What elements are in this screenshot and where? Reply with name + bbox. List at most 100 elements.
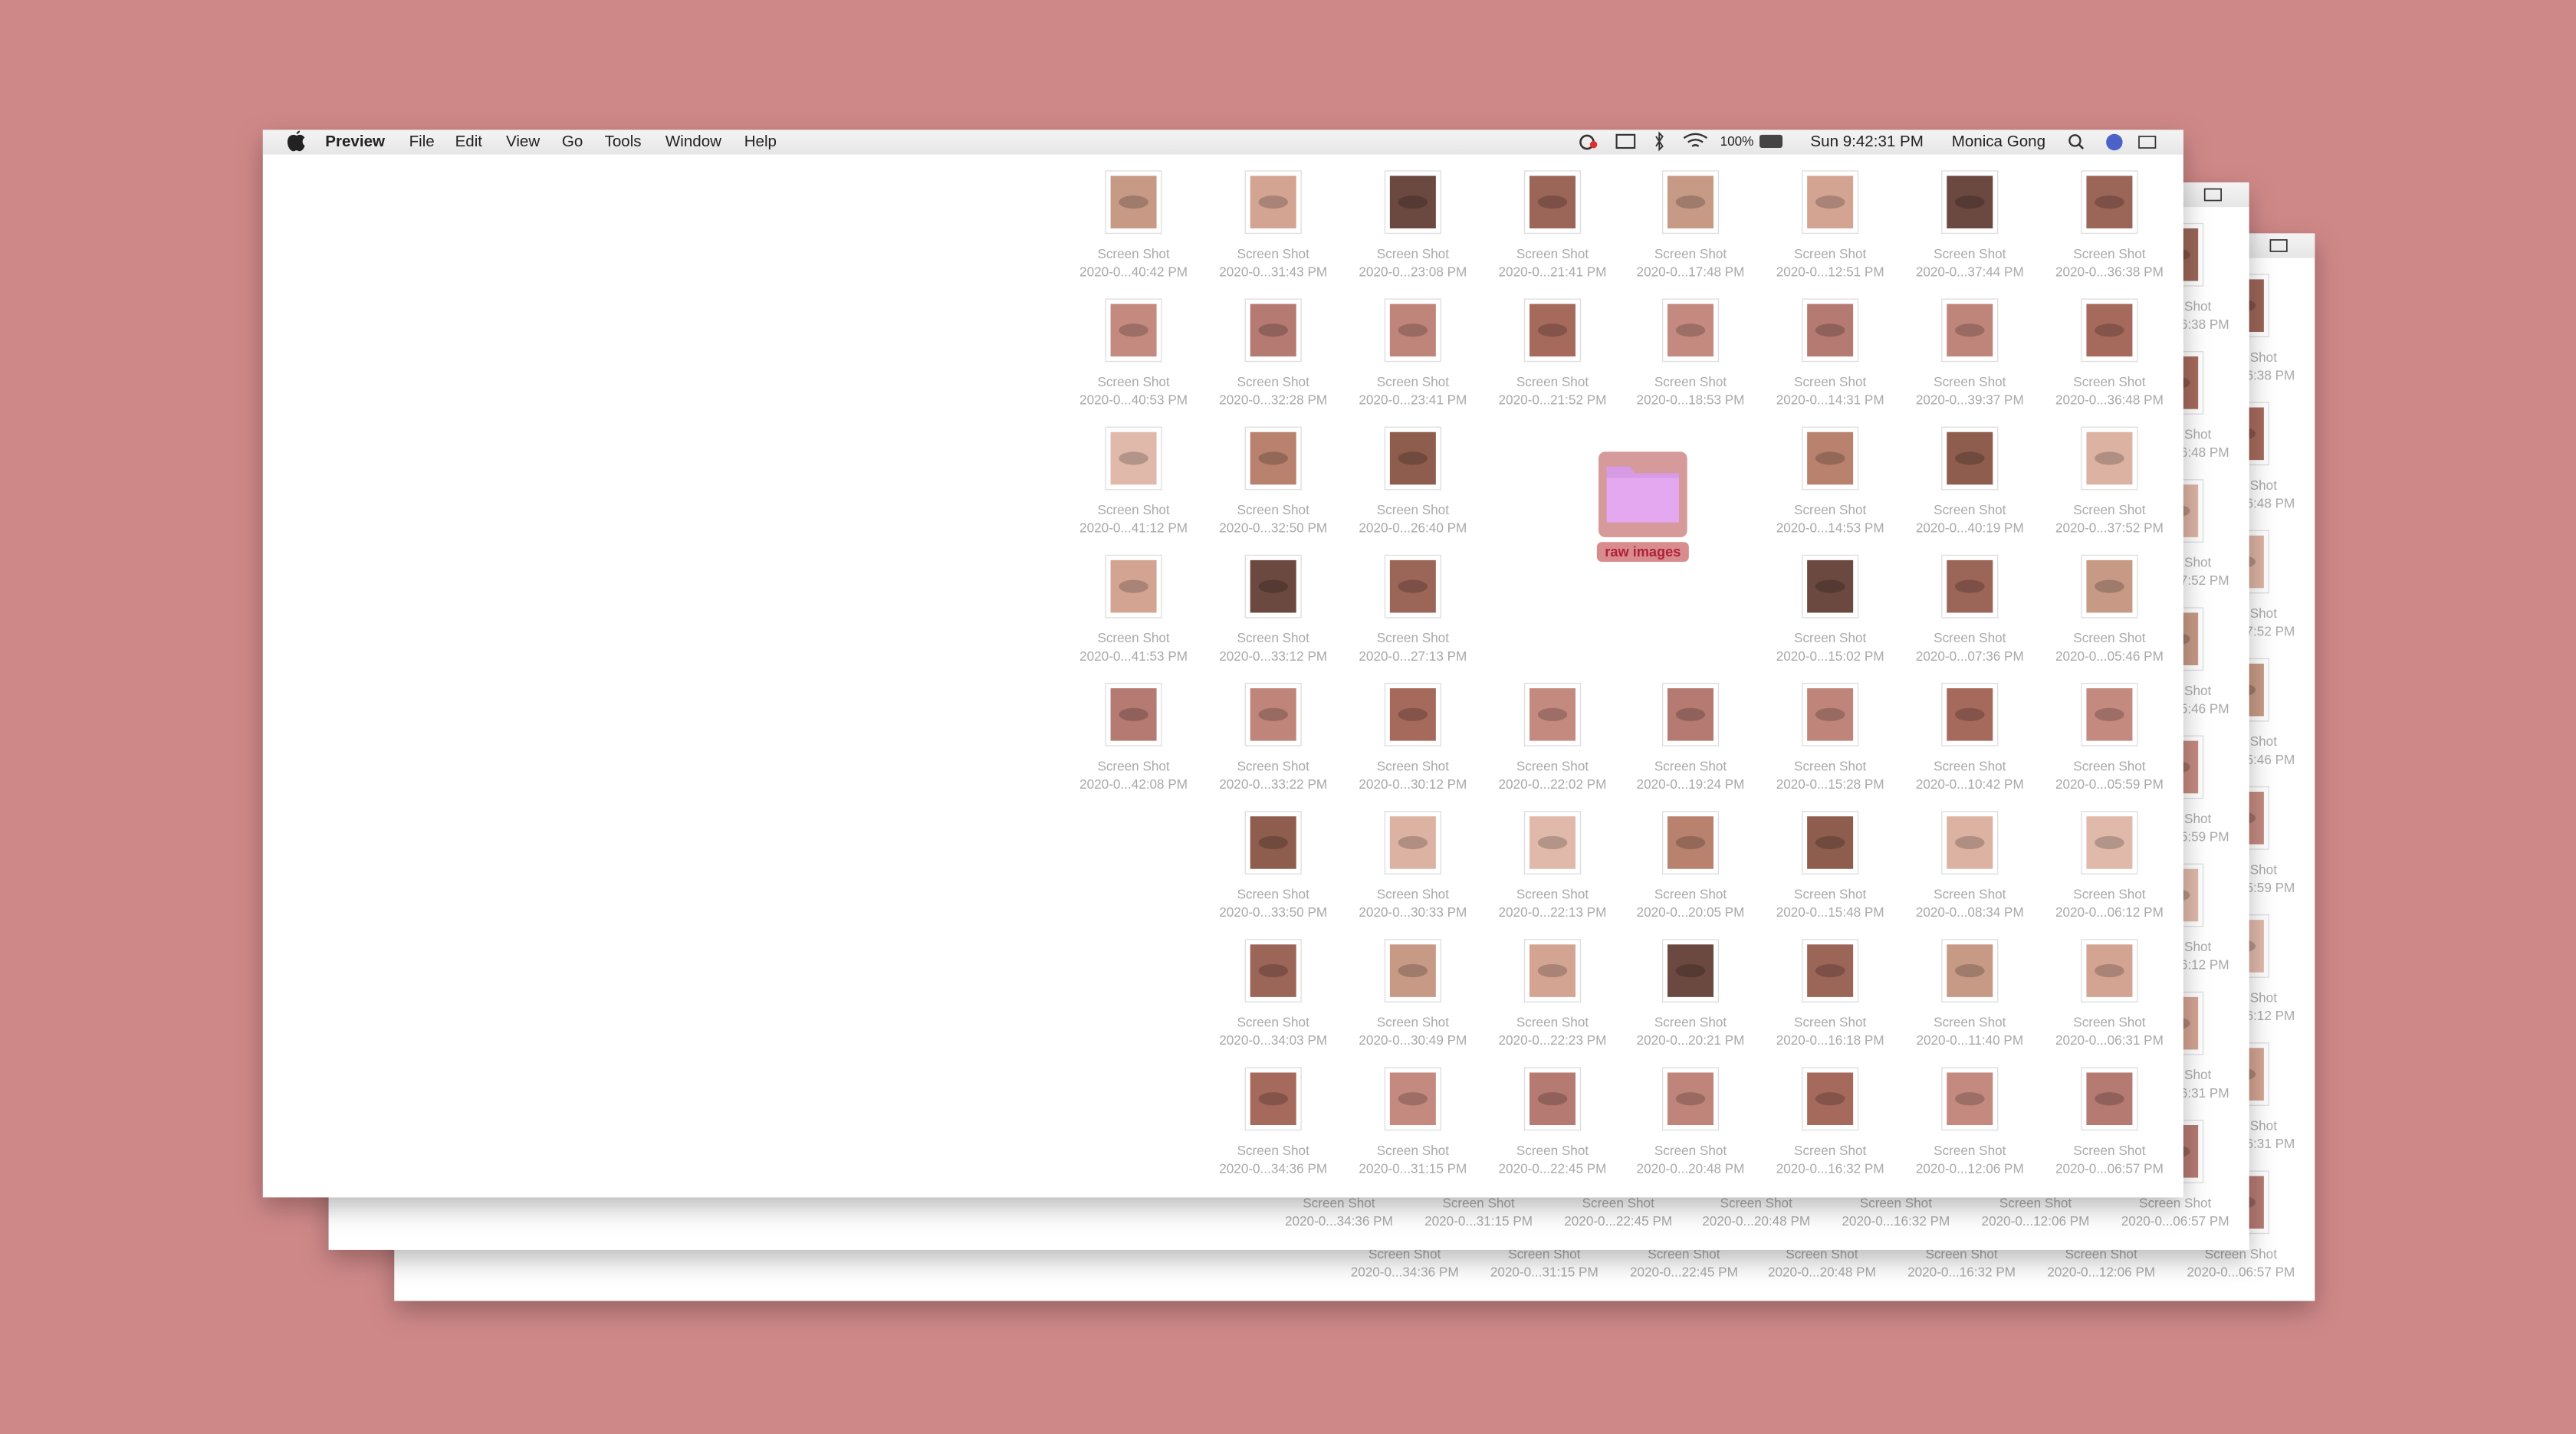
thumbnail: [1389, 304, 1436, 357]
file-icon[interactable]: Screen Shot 2020-0...26:40 PM: [1359, 426, 1467, 536]
file-name: Screen Shot: [2073, 630, 2145, 645]
apple-logo[interactable]: [288, 130, 305, 152]
file-icon[interactable]: Screen Shot 2020-0...16:18 PM: [1776, 939, 1884, 1048]
file-name: Screen Shot: [1377, 887, 1449, 902]
file-icon[interactable]: Screen Shot 2020-0...33:22 PM: [1219, 682, 1327, 792]
file-date: 2020-0...06:31 PM: [2055, 1032, 2164, 1048]
file-icon[interactable]: Screen Shot 2020-0...23:08 PM: [1359, 170, 1467, 279]
file-icon[interactable]: Screen Shot 2020-0...22:23 PM: [1499, 939, 1607, 1048]
file-date: 2020-0...22:45 PM: [1564, 1213, 1672, 1229]
file-icon[interactable]: Screen Shot 2020-0...31:43 PM: [1219, 170, 1327, 279]
file-name: Screen Shot: [1794, 1015, 1866, 1030]
thumb-detail: [1815, 835, 1845, 849]
search-icon[interactable]: [2068, 134, 2082, 147]
menu-item[interactable]: Help: [744, 133, 777, 150]
menu-bar: [262, 130, 2183, 155]
file-icon[interactable]: Screen Shot 2020-0...18:53 PM: [1637, 298, 1745, 408]
file-icon[interactable]: Screen Shot 2020-0...32:28 PM: [1219, 298, 1327, 408]
file-icon[interactable]: Screen Shot 2020-0...15:48 PM: [1776, 811, 1884, 920]
file-date: 2020-0...23:08 PM: [1359, 264, 1467, 279]
file-icon[interactable]: Screen Shot 2020-0...36:48 PM: [2055, 298, 2164, 408]
file-icon[interactable]: Screen Shot 2020-0...37:44 PM: [1916, 170, 2024, 279]
wifi-icon[interactable]: [1683, 133, 1708, 147]
airplay-icon[interactable]: [1615, 133, 1636, 149]
file-icon[interactable]: Screen Shot 2020-0...40:19 PM: [1916, 426, 2024, 536]
file-icon[interactable]: Screen Shot 2020-0...06:31 PM: [2055, 939, 2164, 1048]
menu-item[interactable]: Tools: [605, 133, 642, 150]
file-icon[interactable]: Screen Shot 2020-0...30:49 PM: [1359, 939, 1467, 1048]
file-icon[interactable]: Screen Shot 2020-0...34:36 PM: [1219, 1067, 1327, 1176]
file-icon[interactable]: Screen Shot 2020-0...12:06 PM: [1916, 1067, 2024, 1176]
file-name: Screen Shot: [1516, 1015, 1589, 1030]
file-icon[interactable]: Screen Shot 2020-0...30:33 PM: [1359, 811, 1467, 920]
siri-icon[interactable]: [2106, 133, 2123, 151]
file-icon[interactable]: Screen Shot 2020-0...36:38 PM: [2055, 170, 2164, 279]
file-date: 2020-0...30:33 PM: [1359, 904, 1467, 920]
file-icon[interactable]: Screen Shot 2020-0...40:53 PM: [1079, 298, 1188, 408]
file-icon[interactable]: Screen Shot 2020-0...05:46 PM: [2055, 554, 2164, 664]
window-content: Screen Shot 2020-0...40:42 PM Screen Shot 2…: [262, 130, 2183, 1176]
clock[interactable]: Sun 9:42:31 PM: [1810, 133, 1923, 150]
file-date: 2020-0...06:57 PM: [2121, 1213, 2229, 1229]
file-icon[interactable]: Screen Shot 2020-0...12:51 PM: [1776, 170, 1884, 279]
file-name: Screen Shot: [1934, 887, 2006, 902]
thumbnail: [1947, 176, 1993, 228]
file-icon[interactable]: Screen Shot 2020-0...41:53 PM: [1079, 554, 1188, 664]
file-icon[interactable]: Screen Shot 2020-0...14:53 PM: [1776, 426, 1884, 536]
file-icon[interactable]: Screen Shot 2020-0...30:12 PM: [1359, 682, 1467, 792]
menu-item[interactable]: Edit: [455, 133, 483, 150]
file-icon[interactable]: Screen Shot 2020-0...21:41 PM: [1499, 170, 1607, 279]
file-icon[interactable]: Screen Shot 2020-0...06:12 PM: [2055, 811, 2164, 920]
file-icon[interactable]: Screen Shot 2020-0...08:34 PM: [1916, 811, 2024, 920]
folder-label: raw images: [1605, 544, 1681, 559]
battery-percent[interactable]: 100%: [1720, 133, 1754, 149]
file-icon[interactable]: Screen Shot 2020-0...19:24 PM: [1637, 682, 1745, 792]
file-icon[interactable]: Screen Shot 2020-0...07:36 PM: [1916, 554, 2024, 664]
file-icon[interactable]: Screen Shot 2020-0...40:42 PM: [1079, 170, 1188, 279]
file-icon[interactable]: Screen Shot 2020-0...16:32 PM: [1776, 1067, 1884, 1176]
file-icon[interactable]: Screen Shot 2020-0...20:21 PM: [1637, 939, 1745, 1048]
file-icon[interactable]: Screen Shot 2020-0...20:05 PM: [1637, 811, 1745, 920]
file-icon[interactable]: Screen Shot 2020-0...06:57 PM: [2055, 1067, 2164, 1176]
menu-item[interactable]: Go: [562, 133, 583, 150]
file-icon[interactable]: Screen Shot 2020-0...14:31 PM: [1776, 298, 1884, 408]
file-icon[interactable]: Screen Shot 2020-0...34:03 PM: [1219, 939, 1327, 1048]
file-icon[interactable]: Screen Shot 2020-0...41:12 PM: [1079, 426, 1188, 536]
file-icon[interactable]: Screen Shot 2020-0...22:02 PM: [1499, 682, 1607, 792]
file-icon[interactable]: Screen Shot 2020-0...15:28 PM: [1776, 682, 1884, 792]
folder[interactable]: raw images: [1596, 451, 1689, 562]
file-icon[interactable]: Screen Shot 2020-0...42:08 PM: [1079, 682, 1188, 792]
bluetooth-icon[interactable]: [1655, 131, 1664, 152]
thumbnail: [2086, 559, 2133, 613]
file-icon[interactable]: Screen Shot 2020-0...21:52 PM: [1499, 298, 1607, 408]
file-icon[interactable]: Screen Shot 2020-0...15:02 PM: [1776, 554, 1884, 664]
menu-item[interactable]: File: [409, 133, 435, 150]
file-icon[interactable]: Screen Shot 2020-0...23:41 PM: [1359, 298, 1467, 408]
app-name[interactable]: Preview: [325, 133, 386, 150]
file-name: Screen Shot: [1377, 1015, 1449, 1030]
user-name[interactable]: Monica Gong: [1952, 133, 2045, 150]
file-icon[interactable]: Screen Shot 2020-0...37:52 PM: [2055, 426, 2164, 536]
file-icon[interactable]: Screen Shot 2020-0...31:15 PM: [1359, 1067, 1467, 1176]
file-icon[interactable]: Screen Shot 2020-0...05:59 PM: [2055, 682, 2164, 792]
file-icon[interactable]: Screen Shot 2020-0...22:45 PM: [1499, 1067, 1607, 1176]
battery-icon[interactable]: [1760, 134, 1783, 148]
file-icon[interactable]: Screen Shot 2020-0...20:48 PM: [1637, 1067, 1745, 1176]
file-icon[interactable]: Screen Shot 2020-0...32:50 PM: [1219, 426, 1327, 536]
file-date: 2020-0...40:19 PM: [1916, 520, 2024, 536]
file-icon[interactable]: Screen Shot 2020-0...27:13 PM: [1359, 554, 1467, 664]
file-icon[interactable]: Screen Shot 2020-0...39:37 PM: [1916, 298, 2024, 408]
file-icon[interactable]: Screen Shot 2020-0...10:42 PM: [1916, 682, 2024, 792]
menu-item[interactable]: Window: [665, 133, 721, 150]
menu-item[interactable]: View: [506, 133, 540, 150]
file-icon[interactable]: Screen Shot 2020-0...22:13 PM: [1499, 811, 1607, 920]
thumb-detail: [1258, 964, 1288, 978]
file-icon[interactable]: Screen Shot 2020-0...17:48 PM: [1637, 170, 1745, 279]
file-icon[interactable]: Screen Shot 2020-0...33:12 PM: [1219, 554, 1327, 664]
file-icon[interactable]: Screen Shot 2020-0...33:50 PM: [1219, 811, 1327, 920]
thumbnail: [1947, 816, 1993, 869]
file-name: Screen Shot: [2073, 758, 2145, 773]
status-badge: [1589, 141, 1598, 149]
file-icon[interactable]: Screen Shot 2020-0...11:40 PM: [1916, 939, 2023, 1048]
file-date: 2020-0...10:42 PM: [1916, 776, 2024, 792]
